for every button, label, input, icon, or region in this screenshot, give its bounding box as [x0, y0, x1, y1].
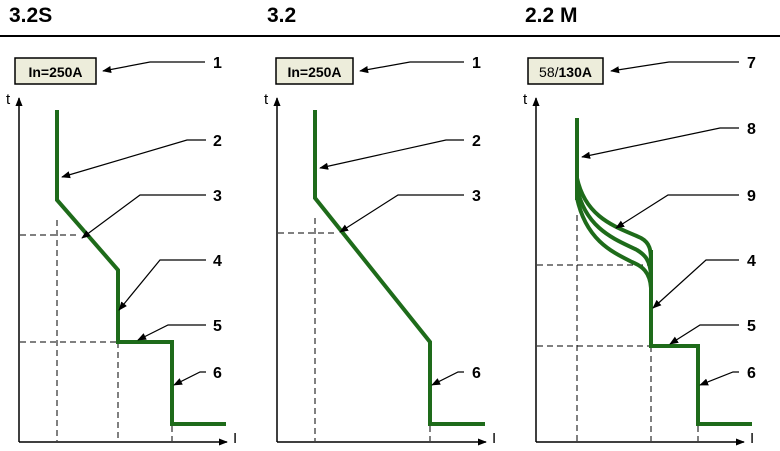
rating-label-part-a: 58/ — [539, 64, 559, 80]
panel-3-2s: t I In=250A 1 2 3 4 5 — [6, 55, 237, 447]
leader-5 — [669, 324, 739, 345]
panel-3-2: t I In=250A 1 2 3 6 — [264, 55, 496, 447]
rating-box — [14, 57, 97, 85]
callout-4: 4 — [213, 253, 222, 270]
panel-title-2-2m: 2.2 M — [525, 4, 578, 27]
trip-curve-lower — [649, 250, 752, 426]
callout-8: 8 — [747, 121, 756, 138]
leader-4 — [652, 259, 739, 309]
i-axis-label: I — [750, 430, 754, 447]
callout-2: 2 — [472, 133, 481, 150]
t-axis-label: t — [523, 91, 528, 108]
leader-4 — [118, 259, 206, 311]
callout-1: 1 — [472, 55, 481, 72]
leader-7 — [610, 61, 739, 74]
i-axis-label: I — [233, 430, 237, 447]
leader-6 — [431, 371, 464, 386]
t-axis-label: t — [6, 91, 11, 108]
callout-5: 5 — [747, 318, 756, 335]
leader-3 — [339, 194, 464, 233]
leader-5 — [137, 324, 206, 341]
rating-label: In=250A — [28, 64, 82, 80]
panel-2-2m: t I 58/130A 7 8 9 — [523, 55, 756, 447]
thermal-band — [575, 177, 653, 289]
leader-6 — [173, 371, 206, 386]
rating-label: In=250A — [287, 64, 341, 80]
callout-4: 4 — [747, 253, 756, 270]
rating-box — [275, 57, 354, 85]
rating-label: 58/130A — [539, 64, 592, 80]
leader-8 — [581, 127, 739, 159]
panel-title-3-2s: 3.2S — [9, 4, 53, 27]
callout-3: 3 — [213, 188, 222, 205]
leader-6 — [699, 371, 739, 386]
callout-6: 6 — [213, 365, 222, 382]
leader-2 — [61, 139, 206, 179]
guide-lines — [278, 218, 431, 441]
panel-title-3-2: 3.2 — [267, 4, 297, 27]
trip-curve — [55, 110, 226, 426]
callout-7: 7 — [747, 55, 756, 72]
t-axis-label: t — [264, 91, 269, 108]
rating-box — [527, 57, 604, 85]
leader-1 — [102, 61, 205, 74]
callout-6: 6 — [472, 365, 481, 382]
leader-2 — [319, 139, 464, 170]
callout-6: 6 — [747, 365, 756, 382]
leader-1 — [359, 61, 464, 74]
callout-2: 2 — [213, 133, 222, 150]
leader-9 — [615, 194, 739, 229]
callout-5: 5 — [213, 318, 222, 335]
guide-lines — [20, 220, 173, 441]
rating-label-part-b: 130A — [559, 64, 592, 80]
callout-3: 3 — [472, 188, 481, 205]
trip-curve — [313, 110, 485, 426]
guide-lines — [537, 215, 699, 441]
i-axis-label: I — [492, 430, 496, 447]
leader-3 — [81, 194, 206, 239]
callout-9: 9 — [747, 188, 756, 205]
callout-1: 1 — [213, 55, 222, 72]
